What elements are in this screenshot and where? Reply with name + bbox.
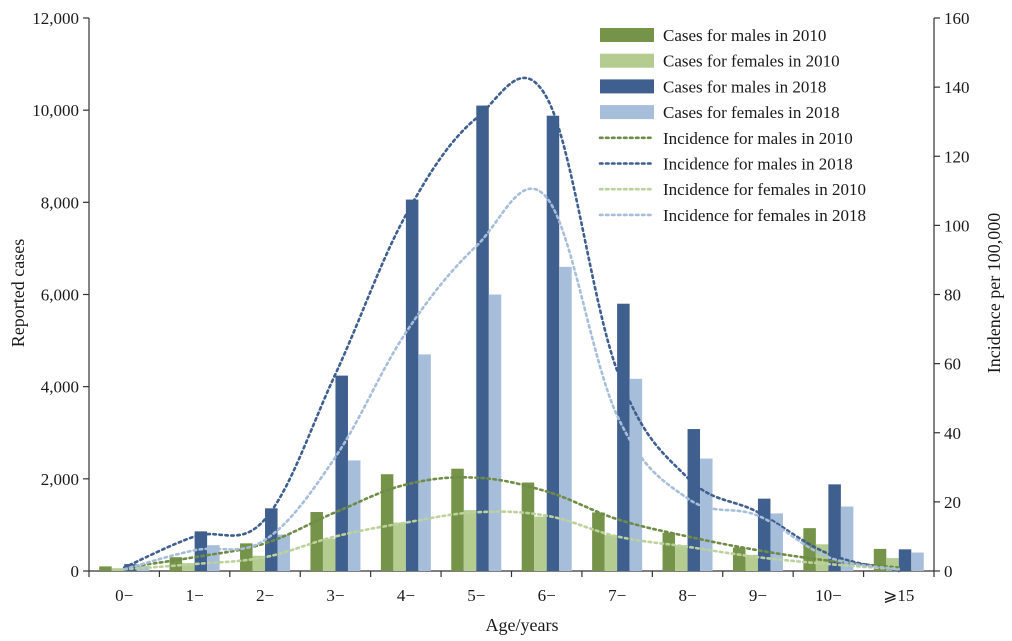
bar xyxy=(803,528,816,571)
y2-tick-label: 20 xyxy=(944,493,961,512)
bar xyxy=(840,506,854,571)
y-tick-label: 0 xyxy=(71,562,80,581)
bar xyxy=(873,548,887,571)
legend-label: Incidence for females in 2018 xyxy=(663,206,866,225)
bar xyxy=(463,510,477,571)
bar xyxy=(559,266,572,571)
y2-tick-label: 60 xyxy=(944,355,961,374)
bar xyxy=(476,105,489,571)
bar xyxy=(911,552,924,571)
x-tick-label: 5− xyxy=(467,586,485,605)
axes: 0 2,000 4,000 6,000 8,000 10,000 12,000 0 20 40 60… xyxy=(32,9,969,605)
y2-tick-label: 40 xyxy=(944,424,961,443)
y2-tick-label: 80 xyxy=(944,286,961,305)
bar xyxy=(592,512,605,571)
bar xyxy=(111,568,125,571)
x-axis-title: Age/years xyxy=(486,615,559,635)
bar xyxy=(617,303,630,571)
y2-tick-label: 0 xyxy=(944,562,953,581)
incidence-line xyxy=(122,187,901,571)
y-tick-label: 6,000 xyxy=(41,286,79,305)
x-tick-label: 2− xyxy=(256,586,274,605)
x-tick-label: 7− xyxy=(608,586,626,605)
bar xyxy=(393,522,406,571)
bar xyxy=(277,534,291,571)
legend-swatch xyxy=(600,53,654,68)
y2-tick-label: 100 xyxy=(944,216,970,235)
legend-swatch xyxy=(600,105,654,120)
bar xyxy=(521,482,535,571)
incidence-line xyxy=(122,510,901,571)
x-tick-label: 9− xyxy=(749,586,767,605)
bar xyxy=(828,484,841,571)
x-tick-label: 4− xyxy=(397,586,415,605)
y-tick-label: 4,000 xyxy=(41,378,79,397)
bar xyxy=(380,474,394,571)
incidence-line xyxy=(122,76,901,573)
legend-swatch xyxy=(600,79,654,94)
y-tick-label: 10,000 xyxy=(32,101,79,120)
bar xyxy=(662,532,676,571)
bar xyxy=(405,199,419,571)
x-tick-label: 6− xyxy=(538,586,556,605)
bar xyxy=(347,460,361,571)
legend-swatch xyxy=(600,28,654,42)
legend-label: Incidence for females in 2010 xyxy=(663,180,866,199)
legend-label: Cases for females in 2010 xyxy=(663,52,840,71)
y-axis-title: Reported cases xyxy=(8,239,28,347)
y2-tick-label: 120 xyxy=(944,147,970,166)
legend-label: Cases for males in 2010 xyxy=(663,26,826,45)
incidence-line xyxy=(122,476,901,569)
legend-label: Incidence for males in 2010 xyxy=(663,129,853,148)
x-tick-label: 3− xyxy=(326,586,344,605)
incidence-lines xyxy=(122,76,901,573)
bar xyxy=(604,535,618,571)
legend-label: Cases for males in 2018 xyxy=(663,77,826,96)
legend-label: Incidence for males in 2018 xyxy=(663,155,853,174)
x-tick-label: 10− xyxy=(815,586,842,605)
bar xyxy=(488,294,502,571)
legend-label: Cases for females in 2018 xyxy=(663,103,840,122)
bar xyxy=(534,516,547,571)
bar xyxy=(700,458,713,571)
bar xyxy=(335,375,348,571)
y2-tick-label: 160 xyxy=(944,9,970,28)
x-tick-label: ⩾15 xyxy=(883,586,914,605)
bar xyxy=(745,554,758,571)
x-tick-label: 0− xyxy=(115,586,133,605)
bar xyxy=(322,538,336,571)
bar xyxy=(898,549,912,571)
y-tick-label: 8,000 xyxy=(41,193,79,212)
y2-tick-label: 140 xyxy=(944,78,970,97)
legend: Cases for males in 2010 Cases for females… xyxy=(598,26,866,225)
bar xyxy=(451,468,464,571)
bar xyxy=(182,563,195,571)
bar xyxy=(687,429,701,571)
bar xyxy=(546,115,560,572)
bar xyxy=(418,354,431,571)
x-tick-label: 1− xyxy=(186,586,204,605)
y-tick-label: 12,000 xyxy=(32,9,79,28)
y2-axis-title: Incidence per 100,000 xyxy=(984,213,1004,373)
bar xyxy=(194,531,208,571)
bar xyxy=(207,545,220,571)
y-tick-label: 2,000 xyxy=(41,470,79,489)
bars xyxy=(99,105,924,572)
x-tick-label: 8− xyxy=(678,586,696,605)
bar xyxy=(675,545,688,571)
bar xyxy=(732,547,746,571)
bar xyxy=(99,566,112,571)
bar xyxy=(757,498,771,571)
